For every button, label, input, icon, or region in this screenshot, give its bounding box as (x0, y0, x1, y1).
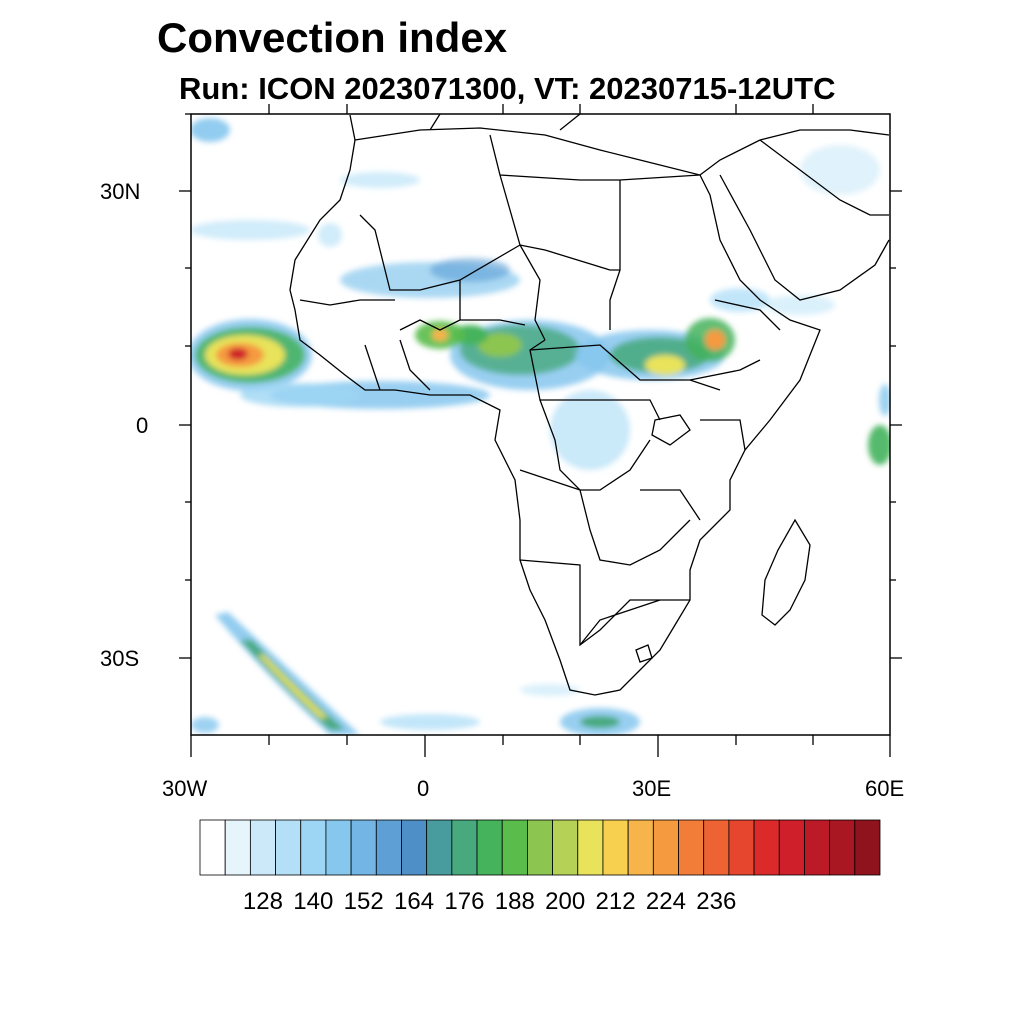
colorbar-swatch (426, 819, 453, 876)
lon-label-30w: 30W (162, 776, 208, 801)
lon-label-0: 0 (417, 776, 430, 801)
colorbar-swatch (728, 819, 755, 876)
colorbar-swatch (703, 819, 730, 876)
map-title: Convection index (157, 14, 508, 61)
colorbar-swatch (778, 819, 805, 876)
convection-field (191, 118, 890, 735)
colorbar-swatch (350, 819, 377, 876)
lat-label-0: 0 (136, 413, 149, 438)
colorbar-swatch (501, 819, 528, 876)
colorbar-swatch (577, 819, 604, 876)
colorbar-swatch (199, 819, 226, 876)
colorbar-swatch (300, 819, 327, 876)
colorbar-swatch (401, 819, 428, 876)
colorbar-swatch (375, 819, 402, 876)
colorbar-label: 188 (494, 888, 535, 915)
colorbar-swatch (753, 819, 780, 876)
colorbar (199, 819, 881, 876)
colorbar-label: 236 (696, 888, 737, 915)
colorbar-swatch (854, 819, 881, 876)
map-frame (190, 113, 891, 736)
colorbar-swatch (552, 819, 579, 876)
colorbar-swatch (602, 819, 629, 876)
colorbar-swatch (627, 819, 654, 876)
colorbar-label: 140 (293, 888, 334, 915)
lat-label-30s: 30S (100, 646, 140, 671)
colorbar-swatch (527, 819, 553, 876)
colorbar-label: 176 (444, 888, 485, 915)
colorbar-swatch (249, 819, 276, 876)
colorbar-label: 224 (645, 888, 686, 915)
colorbar-swatch (224, 819, 251, 876)
coastlines (289, 114, 890, 696)
colorbar-swatch (325, 819, 352, 876)
axis-ticks (179, 104, 902, 757)
colorbar-swatch (804, 819, 831, 876)
colorbar-label: 164 (394, 888, 435, 915)
lon-label-60e: 60E (865, 776, 905, 801)
colorbar-label: 152 (343, 888, 384, 915)
colorbar-swatch (678, 819, 705, 876)
colorbar-label: 200 (545, 888, 586, 915)
lat-label-30n: 30N (100, 179, 141, 204)
colorbar-swatch (275, 819, 302, 876)
colorbar-swatch (451, 819, 478, 876)
colorbar-swatch (476, 819, 503, 876)
colorbar-swatch (652, 819, 679, 876)
colorbar-label: 128 (242, 888, 283, 915)
colorbar-swatch (829, 819, 856, 876)
colorbar-label: 212 (595, 888, 636, 915)
lon-label-30e: 30E (632, 776, 672, 801)
map-subtitle: Run: ICON 2023071300, VT: 20230715-12UTC (179, 71, 836, 106)
